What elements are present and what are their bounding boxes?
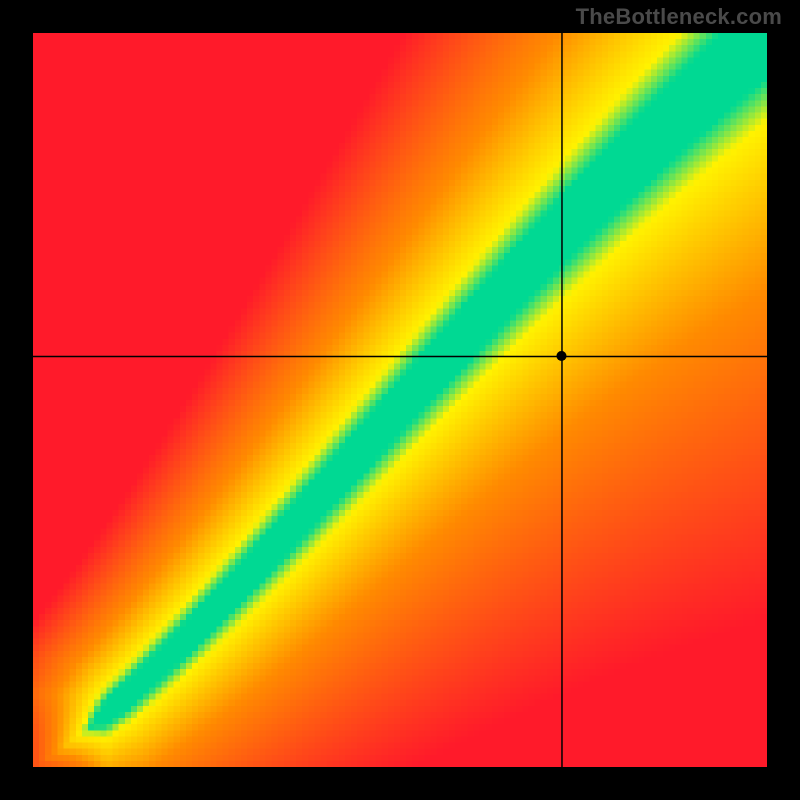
chart-container: { "watermark": { "text": "TheBottleneck.…: [0, 0, 800, 800]
watermark-text: TheBottleneck.com: [576, 4, 782, 30]
crosshair-overlay: [33, 33, 767, 767]
